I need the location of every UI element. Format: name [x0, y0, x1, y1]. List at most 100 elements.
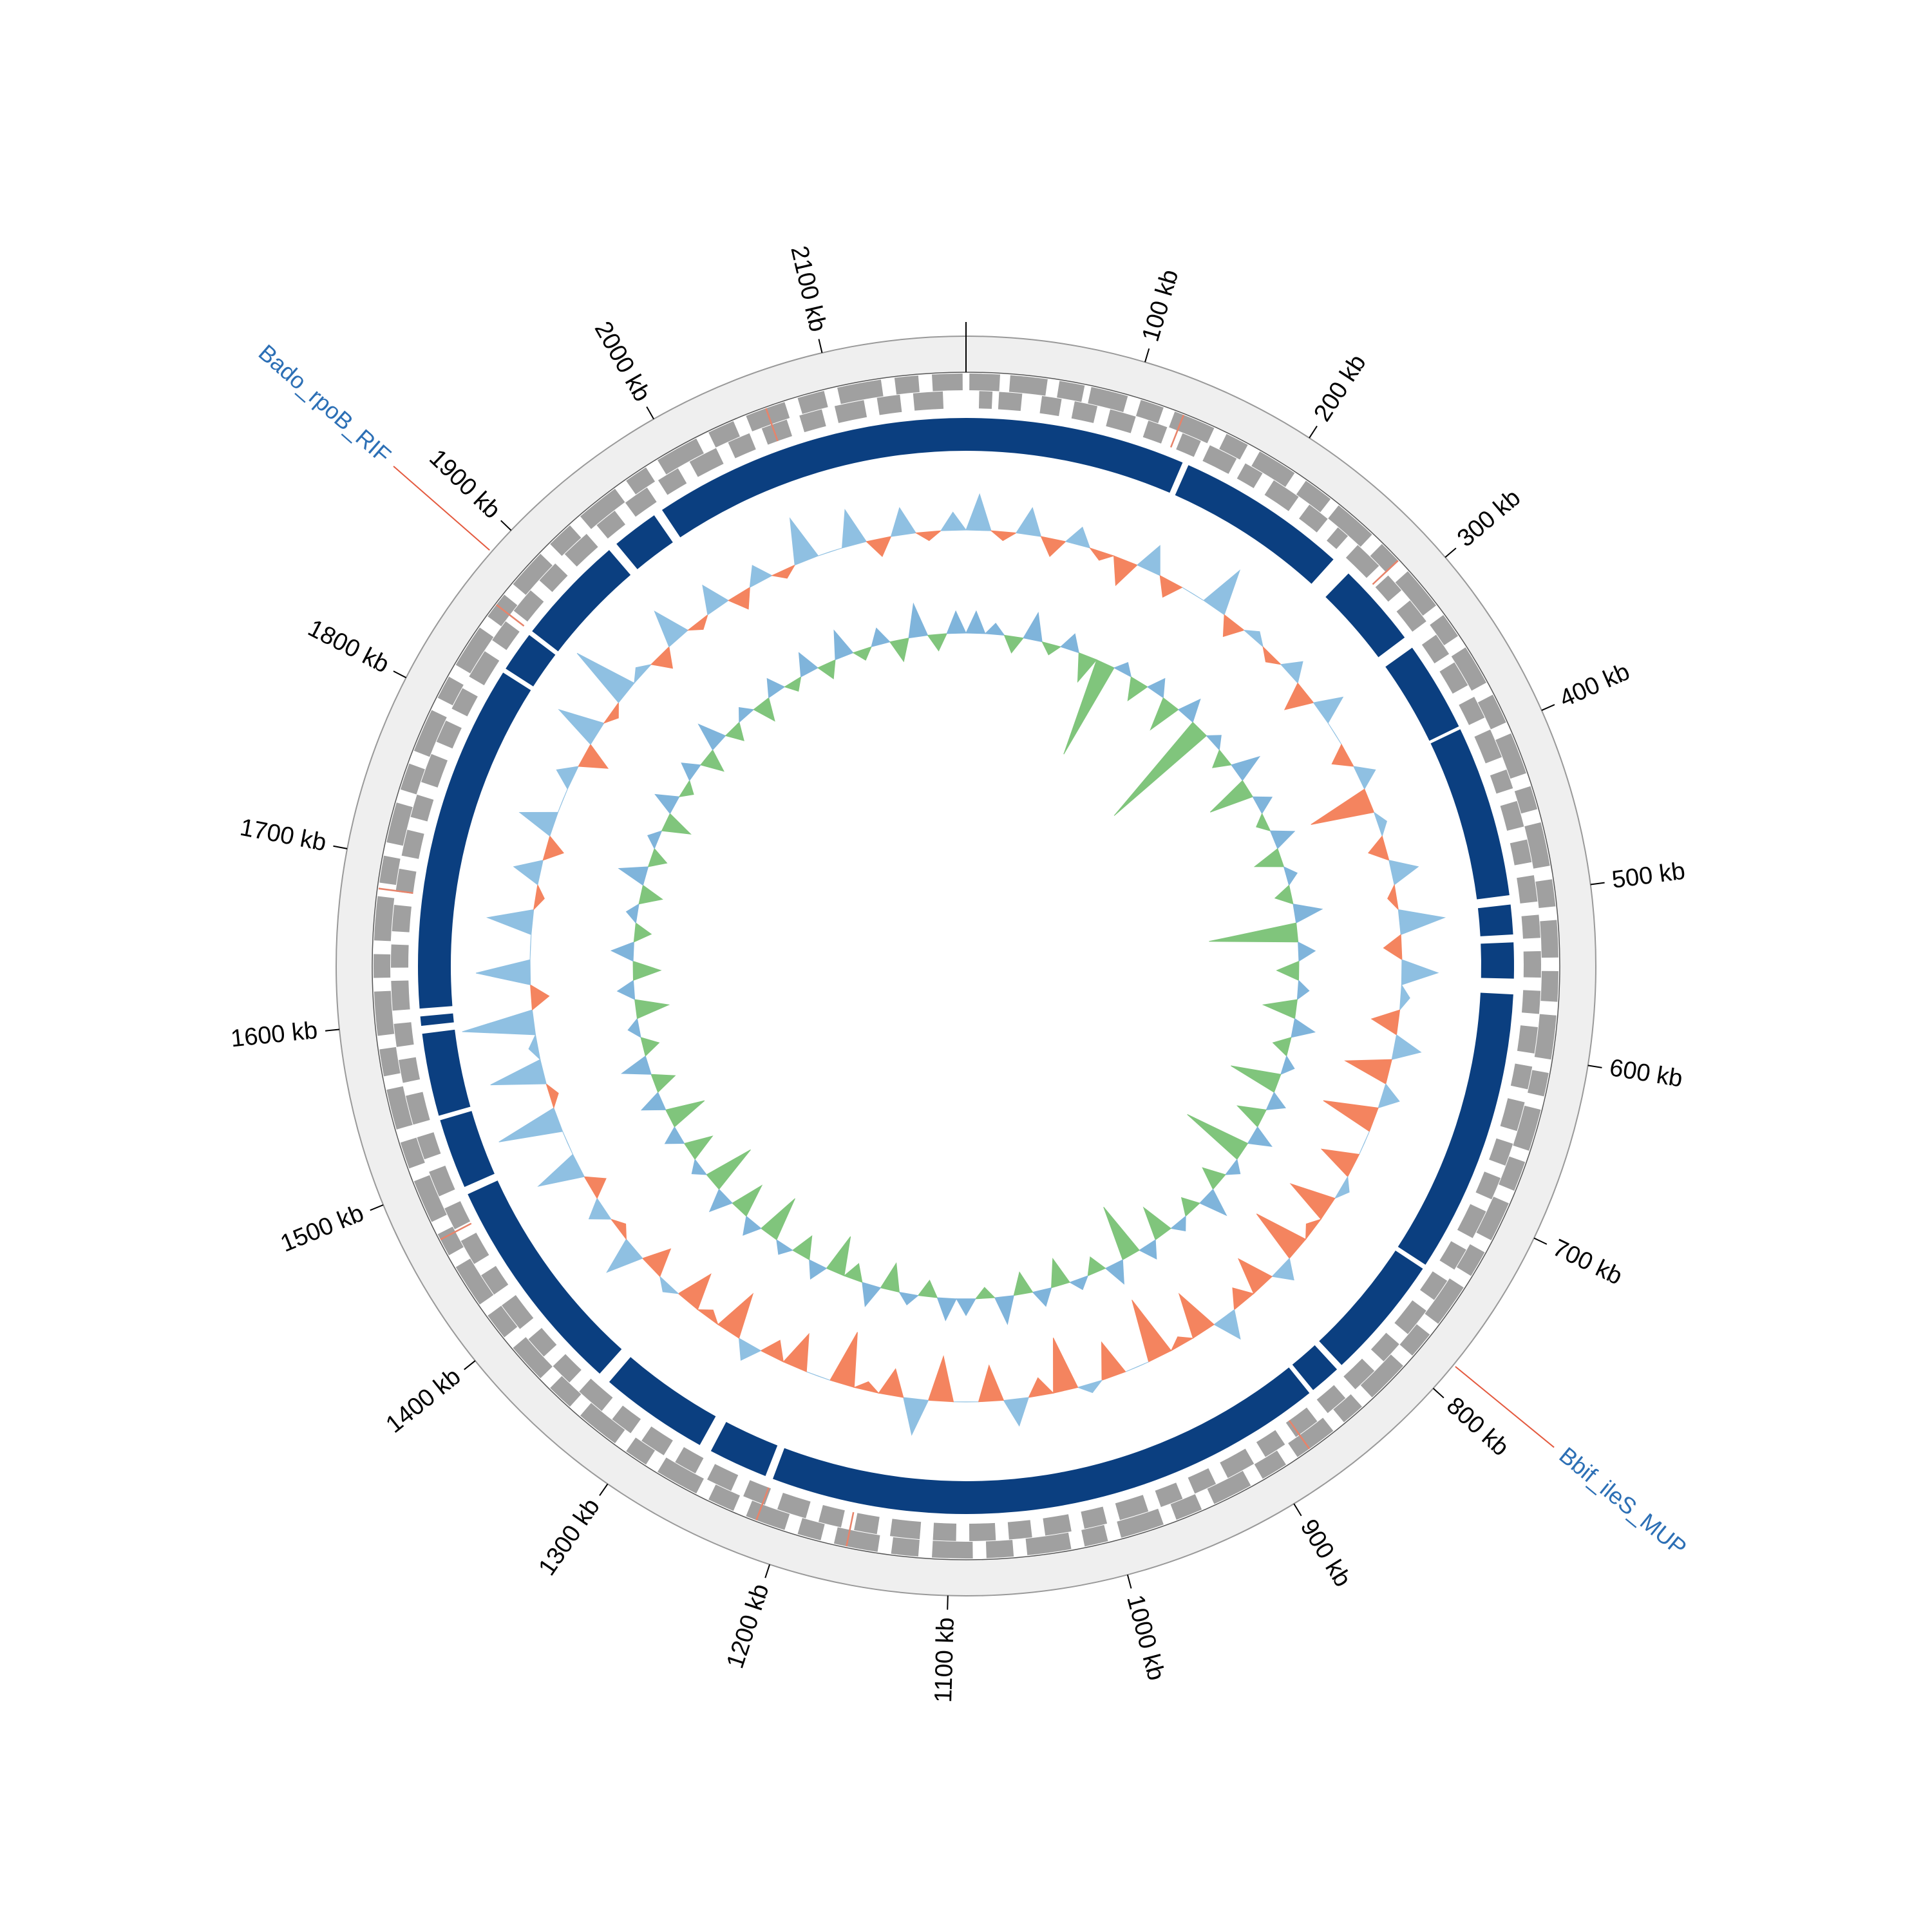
gene-forward — [894, 375, 920, 395]
rna-gene — [1372, 560, 1399, 585]
gc-content-window — [677, 1273, 712, 1311]
gene-reverse — [1316, 1385, 1346, 1414]
contig — [422, 1029, 471, 1116]
contig — [773, 1367, 1310, 1515]
gc-skew-window — [1247, 1126, 1273, 1147]
gc-content-window — [1136, 545, 1160, 576]
gc-content-window — [1077, 1379, 1103, 1394]
gene-reverse — [417, 1132, 441, 1160]
gc-skew-window — [936, 1297, 957, 1321]
gc-content-window — [545, 1083, 559, 1109]
gene-forward — [1395, 571, 1437, 616]
tick-label: 300 kb — [1452, 484, 1526, 553]
contig — [418, 672, 531, 1009]
gene-reverse — [1490, 769, 1513, 794]
tick-mark — [333, 845, 348, 849]
gc-content-window — [1256, 1213, 1307, 1259]
gene-forward — [550, 525, 582, 556]
gc-content-window — [760, 1340, 784, 1363]
gc-skew-window — [633, 922, 652, 943]
gene-forward — [1081, 1524, 1108, 1547]
annotation-line — [393, 466, 490, 551]
gc-skew-window — [620, 1055, 652, 1075]
tick-mark — [1444, 547, 1457, 558]
rna-gene — [846, 1511, 855, 1547]
gc-content-window — [1353, 766, 1376, 790]
rna-gene — [755, 1487, 770, 1520]
gc-skew-window — [1272, 1037, 1292, 1057]
tick-label: 400 kb — [1556, 658, 1634, 713]
gene-forward — [985, 1540, 1014, 1558]
gene-forward — [969, 374, 1000, 392]
gene-reverse — [998, 392, 1023, 412]
gc-content-window — [1113, 555, 1138, 587]
gc-skew-window — [1231, 755, 1261, 781]
gc-content-window — [1359, 1131, 1370, 1155]
gene-reverse — [658, 468, 687, 495]
gc-content-window — [1388, 860, 1419, 886]
gene-forward — [1296, 480, 1331, 513]
gc-skew-window — [1032, 1287, 1052, 1307]
gc-content-window — [557, 789, 568, 813]
gene-forward — [580, 1403, 625, 1444]
gc-skew-window — [776, 1239, 794, 1255]
gc-content-window — [659, 1275, 679, 1294]
gene-forward — [1328, 505, 1372, 547]
gc-skew-window — [809, 1259, 828, 1280]
gc-skew-window — [817, 659, 836, 679]
gene-reverse — [1500, 1098, 1525, 1132]
gene-reverse — [1510, 1063, 1533, 1090]
gene-forward — [374, 896, 395, 942]
gc-content-window — [1289, 1183, 1336, 1220]
gc-content-window — [940, 511, 967, 531]
gene-reverse — [1421, 634, 1450, 664]
gc-content-window — [717, 1293, 754, 1339]
gene-forward — [658, 1457, 704, 1494]
gene-reverse — [1299, 504, 1328, 533]
gene-reverse — [564, 533, 598, 567]
gc-skew-window — [640, 1037, 660, 1057]
gc-content-window — [1323, 1100, 1379, 1132]
gc-skew-window — [889, 638, 909, 663]
gene-reverse — [1220, 1448, 1255, 1479]
gc-skew-window — [956, 1298, 976, 1316]
gene-reverse — [391, 980, 410, 1011]
gc-content-window — [606, 1238, 643, 1273]
gc-content-window — [558, 708, 605, 745]
gene-reverse — [1500, 800, 1524, 831]
gene-reverse — [392, 904, 412, 933]
gc-skew-window — [739, 707, 755, 723]
tick-mark — [1126, 1575, 1132, 1589]
gc-content-window — [1243, 629, 1264, 648]
gene-reverse — [393, 1022, 414, 1047]
gene-forward — [1535, 879, 1556, 908]
contig — [1430, 729, 1510, 900]
contig — [710, 1422, 778, 1476]
gene-reverse — [1236, 463, 1263, 489]
gene-forward — [413, 1175, 447, 1222]
gc-skew-window — [1077, 652, 1097, 683]
gc-content-window — [914, 530, 942, 542]
gc-skew-window — [1209, 780, 1253, 813]
gc-content-window — [641, 1248, 672, 1278]
gc-skew-window — [1253, 848, 1285, 867]
gc-skew-window — [743, 1215, 762, 1236]
gc-content-window — [1053, 1338, 1079, 1394]
gc-skew-window — [664, 1126, 685, 1144]
tick-label: 1800 kb — [303, 614, 393, 678]
tick-label: 1200 kb — [722, 1580, 775, 1672]
gene-reverse — [553, 1354, 582, 1383]
gc-skew-window — [638, 884, 663, 905]
gc-content-window — [498, 1107, 564, 1142]
gc-skew-window — [871, 627, 891, 648]
gc-content-window — [1387, 884, 1399, 911]
gc-skew-window — [697, 723, 726, 751]
gc-skew-window — [1150, 697, 1179, 731]
gc-content-window — [1312, 696, 1344, 724]
gene-reverse — [913, 391, 944, 411]
tick-mark — [464, 1360, 476, 1370]
tick-mark — [1309, 426, 1318, 439]
gc-skew-window — [678, 779, 694, 797]
gene-forward — [1430, 614, 1459, 645]
